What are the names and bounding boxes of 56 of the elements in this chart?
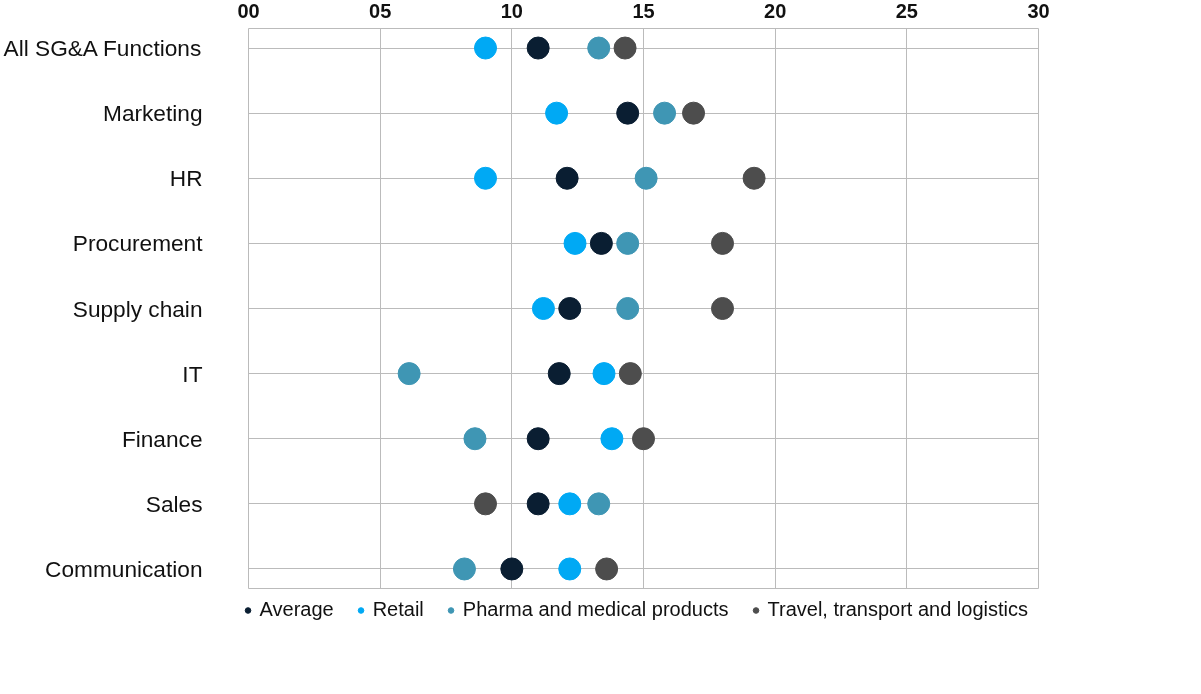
point — [547, 362, 571, 386]
x-tick-label: 25 — [895, 0, 918, 22]
point — [531, 297, 555, 320]
point — [618, 362, 642, 386]
x-tick-label: 20 — [764, 0, 787, 22]
point — [653, 101, 677, 125]
point — [555, 166, 579, 190]
point — [589, 231, 613, 255]
point — [474, 166, 497, 190]
y-tick-label: Procurement — [72, 230, 204, 257]
y-tick-label: IT — [182, 360, 203, 387]
y-tick-label: Finance — [121, 425, 203, 452]
x-tick-label: 15 — [632, 0, 655, 22]
point — [526, 427, 550, 451]
legend-label: Retail — [372, 598, 424, 621]
point — [452, 557, 476, 581]
y-tick-label: Sales — [145, 490, 203, 517]
point — [616, 297, 640, 320]
point — [616, 101, 640, 125]
x-tick-label: 30 — [1027, 0, 1050, 22]
point — [558, 492, 582, 516]
x-tick-label: 05 — [369, 0, 392, 22]
legend-label: Pharma and medical products — [462, 598, 729, 621]
legend-label: Travel, transport and logistics — [767, 598, 1028, 621]
y-tick-label: Communication — [45, 555, 203, 582]
y-tick-label: Supply chain — [72, 295, 203, 322]
point — [742, 166, 766, 190]
point — [711, 231, 734, 255]
point — [526, 492, 550, 516]
point — [563, 231, 587, 255]
point — [463, 427, 487, 451]
point — [587, 36, 611, 60]
point — [397, 362, 421, 386]
point — [634, 166, 658, 190]
y-tick-label: All SG&A Functions — [3, 35, 202, 62]
point — [616, 231, 640, 255]
point — [592, 362, 616, 386]
point — [558, 557, 582, 581]
point — [632, 427, 655, 451]
point — [711, 297, 734, 320]
point — [595, 557, 619, 581]
point — [587, 492, 611, 516]
point — [558, 297, 582, 320]
point — [600, 427, 624, 451]
point — [545, 101, 569, 125]
point — [613, 36, 637, 60]
point — [474, 36, 497, 60]
point — [500, 557, 524, 581]
point — [474, 492, 497, 516]
point — [526, 36, 550, 60]
point — [682, 101, 706, 125]
legend-label: Average — [259, 598, 334, 621]
y-tick-label: HR — [169, 165, 203, 192]
x-tick-label: 10 — [500, 0, 523, 22]
y-tick-label: Marketing — [103, 100, 203, 127]
x-tick-label: 00 — [237, 0, 260, 22]
